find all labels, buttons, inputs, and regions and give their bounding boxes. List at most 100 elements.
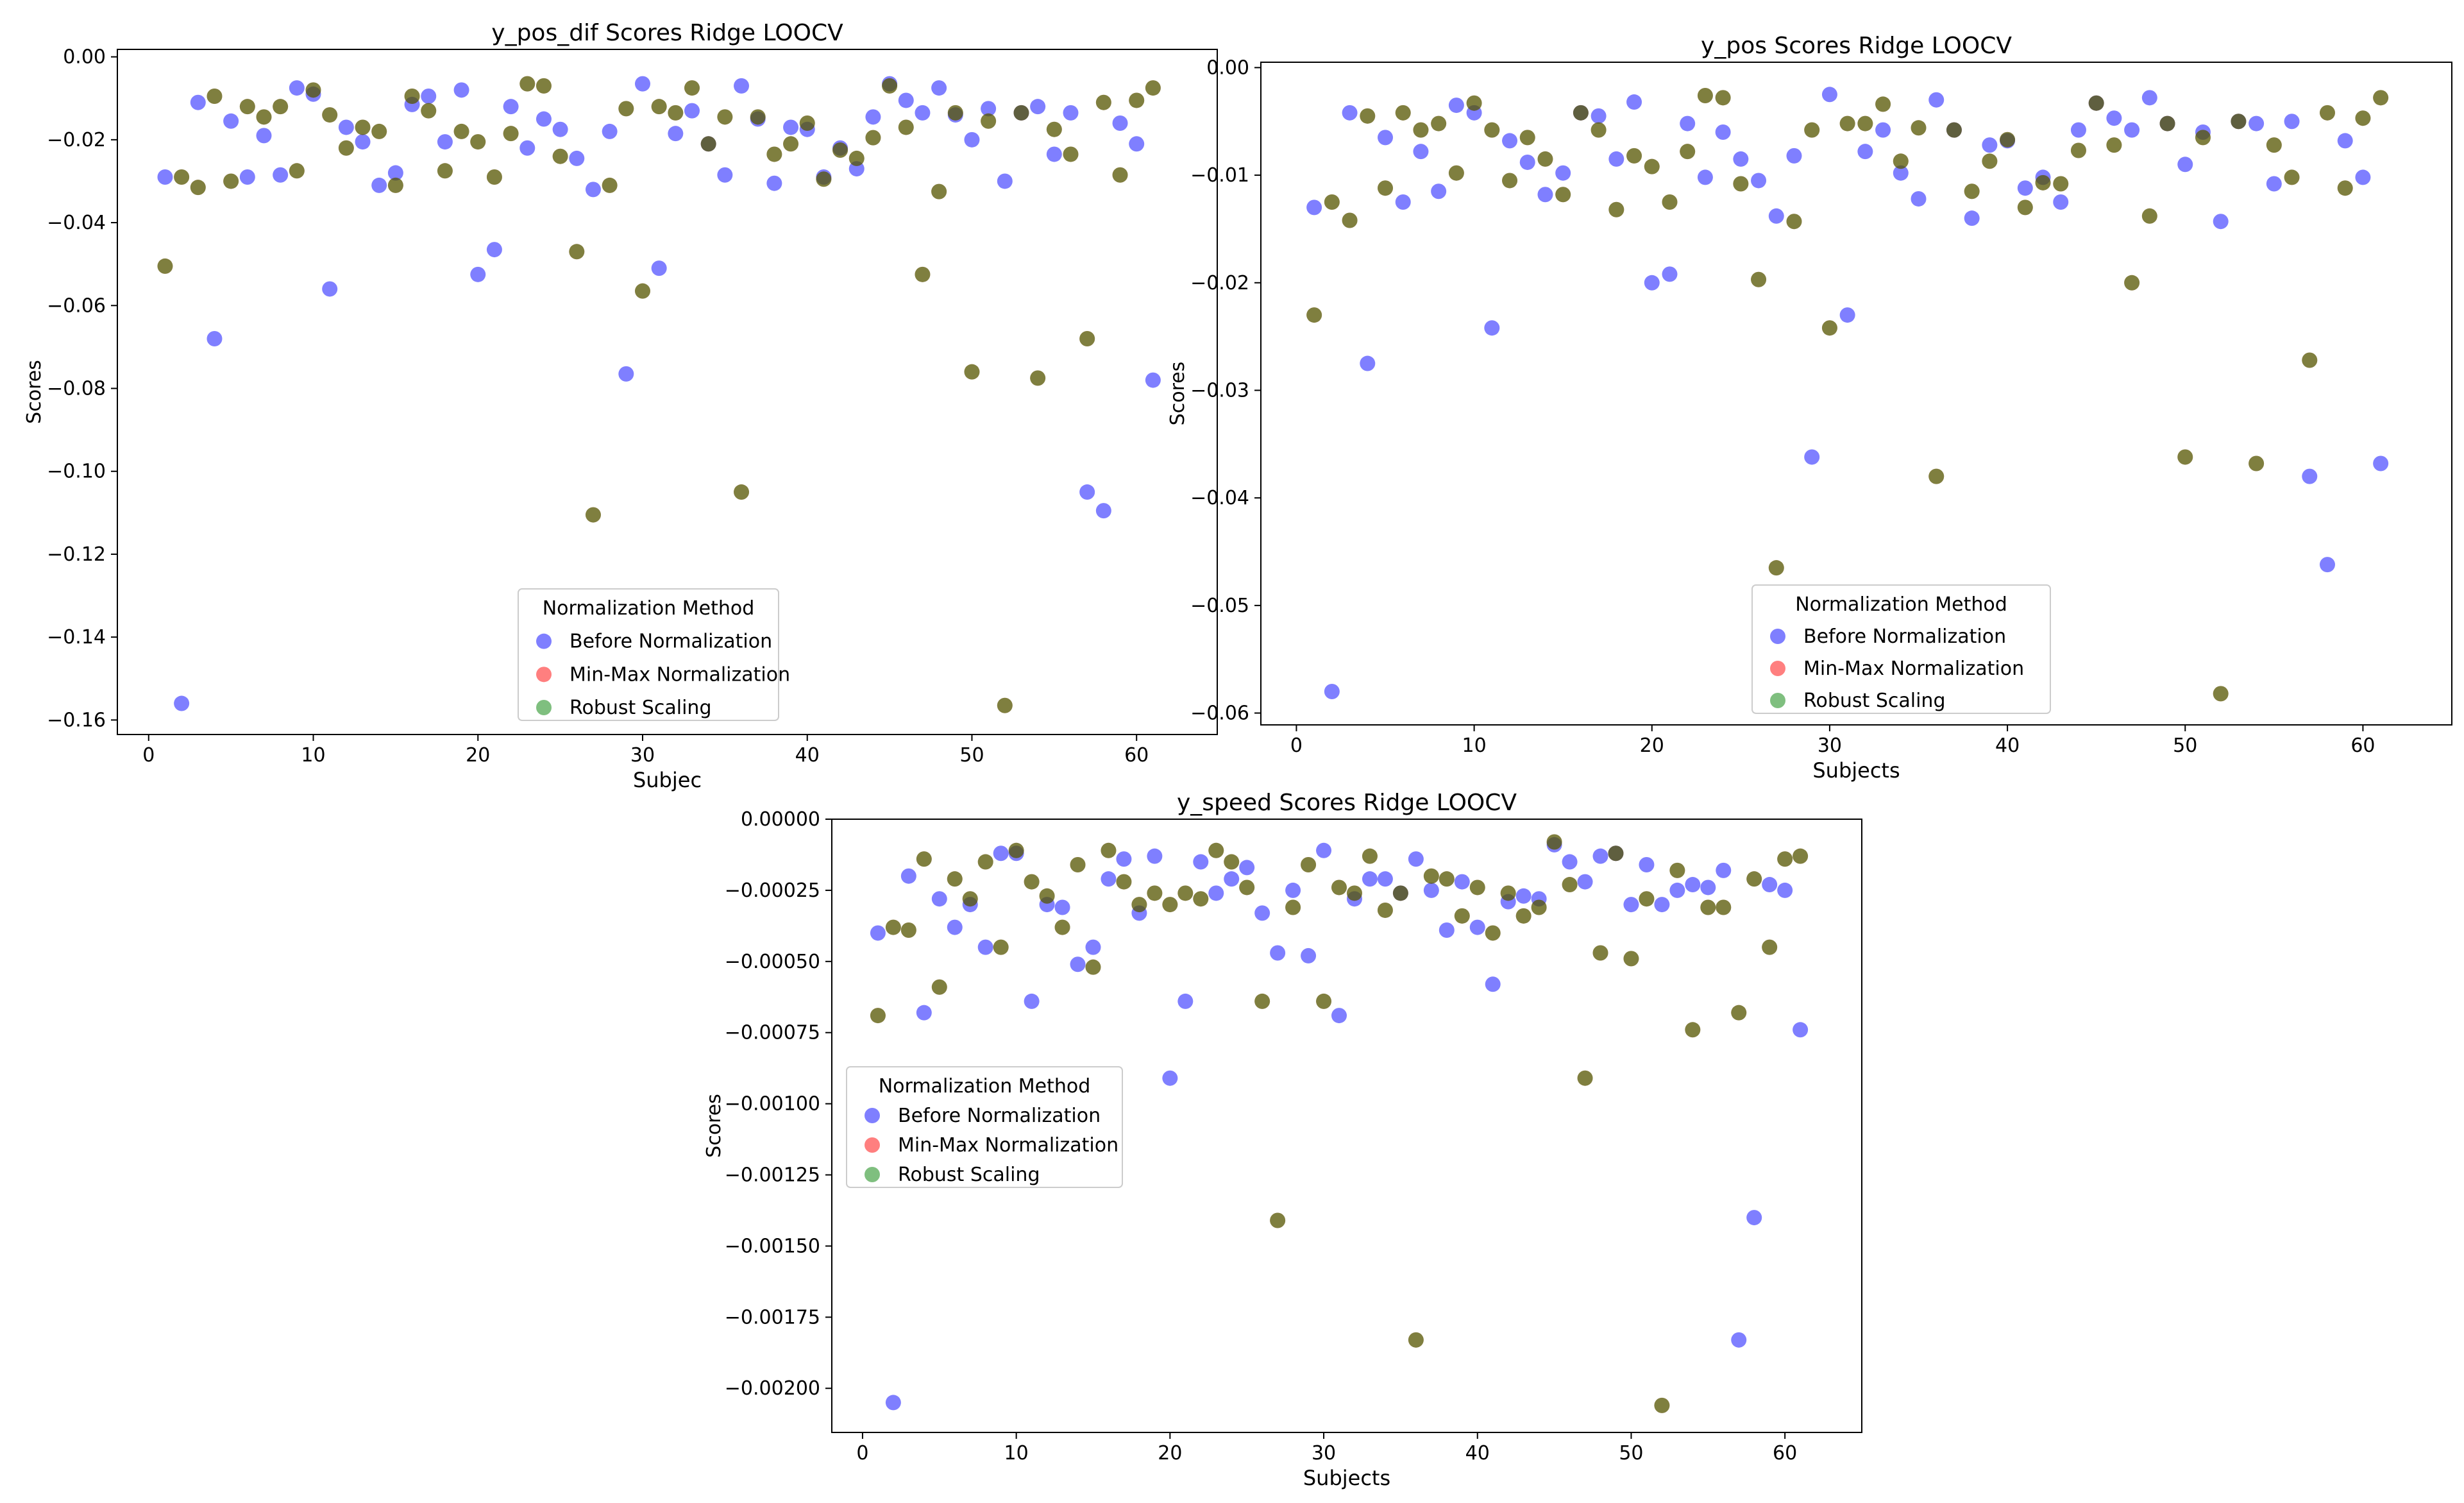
data-point — [2017, 180, 2033, 196]
data-point — [1285, 882, 1301, 898]
data-point — [1301, 856, 1317, 872]
data-point — [1623, 897, 1639, 913]
data-point — [1626, 148, 1642, 164]
legend-title: Normalization Method — [543, 597, 755, 620]
data-point — [947, 919, 963, 935]
data-point — [915, 105, 931, 121]
data-point — [1537, 151, 1553, 167]
legend-box — [846, 1066, 1123, 1188]
data-point — [1839, 115, 1855, 132]
y-tick-label: −0.05 — [1190, 595, 1249, 617]
y-tick-label: −0.12 — [47, 543, 106, 566]
x-tick-label: 60 — [1773, 1442, 1797, 1465]
legend-label: Robust Scaling — [570, 697, 711, 719]
data-point — [1762, 939, 1778, 955]
data-point — [1030, 370, 1046, 386]
data-point — [2177, 449, 2193, 465]
legend-box — [518, 588, 779, 721]
data-point — [962, 891, 978, 907]
data-point — [207, 89, 223, 105]
data-point — [1562, 877, 1578, 893]
data-point — [2106, 137, 2122, 153]
data-point — [1145, 80, 1161, 96]
data-point — [338, 119, 354, 135]
x-tick-label: 0 — [1290, 735, 1303, 757]
data-point — [1502, 173, 1518, 189]
data-points — [1306, 87, 2389, 702]
data-point — [1964, 183, 1980, 200]
data-point — [1893, 165, 1909, 181]
data-point — [2195, 130, 2211, 146]
data-point — [355, 134, 371, 150]
data-point — [1331, 1008, 1347, 1024]
data-point — [2266, 137, 2282, 153]
y-tick-label: −0.00050 — [725, 951, 820, 973]
y-tick-label: 0.00 — [63, 46, 106, 69]
y-tick-label: −0.06 — [1190, 702, 1249, 725]
data-point — [1485, 976, 1501, 992]
legend: Normalization Method Before Normalization… — [846, 1066, 1123, 1188]
data-point — [618, 101, 634, 117]
data-point — [1469, 879, 1485, 896]
y-tick-label: −0.02 — [47, 129, 106, 151]
data-point — [2159, 115, 2175, 132]
data-point — [1342, 212, 1358, 228]
x-tick-label: 0 — [142, 744, 155, 767]
data-point — [1360, 108, 1376, 124]
y-tick-label: −0.16 — [47, 709, 106, 731]
data-point — [239, 99, 255, 115]
data-points — [870, 834, 1809, 1413]
data-point — [1928, 92, 1945, 108]
data-point — [569, 150, 585, 166]
data-point — [997, 173, 1013, 189]
legend-label: Min-Max Normalization — [570, 663, 790, 686]
data-point — [832, 142, 848, 158]
data-point — [2355, 169, 2371, 185]
data-point — [338, 140, 354, 156]
data-point — [2035, 174, 2051, 191]
data-point — [1378, 180, 1394, 196]
data-point — [552, 148, 568, 164]
data-point — [1731, 1332, 1747, 1348]
data-point — [1324, 194, 1340, 210]
data-point — [157, 258, 173, 274]
data-point — [915, 266, 931, 282]
data-point — [916, 1005, 932, 1021]
data-point — [1208, 842, 1224, 858]
x-tick-label: 60 — [2350, 735, 2375, 757]
y-axis-label: Scores — [703, 1094, 725, 1158]
data-point — [1395, 105, 1411, 121]
data-point — [1685, 1022, 1701, 1038]
data-point — [1669, 862, 1685, 878]
y-tick-label: −0.00200 — [725, 1377, 820, 1400]
y-tick-label: −0.00075 — [725, 1022, 820, 1044]
data-point — [1147, 885, 1163, 901]
data-point — [1715, 124, 1731, 140]
data-point — [1377, 871, 1393, 887]
data-point — [993, 939, 1009, 955]
data-point — [1484, 122, 1500, 138]
data-point — [1592, 848, 1608, 864]
data-point — [618, 366, 634, 382]
data-point — [223, 173, 239, 189]
data-point — [536, 78, 552, 94]
data-point — [1439, 871, 1455, 887]
legend-label: Min-Max Normalization — [1803, 658, 2024, 680]
data-point — [2302, 468, 2318, 484]
data-point — [552, 121, 568, 137]
data-point — [1639, 856, 1655, 872]
data-point — [437, 134, 453, 150]
data-point — [256, 128, 272, 144]
data-point — [1751, 173, 1767, 189]
y-tick-label: −0.06 — [47, 294, 106, 317]
data-point — [2000, 132, 2016, 148]
data-point — [1502, 133, 1518, 149]
data-point — [1762, 877, 1778, 893]
data-point — [1680, 115, 1696, 132]
chart-title: y_speed Scores Ridge LOOCV — [1177, 790, 1517, 816]
data-point — [503, 99, 519, 115]
legend-marker — [536, 633, 552, 649]
data-point — [1555, 165, 1571, 181]
data-point — [1644, 158, 1660, 174]
data-point — [766, 146, 782, 162]
